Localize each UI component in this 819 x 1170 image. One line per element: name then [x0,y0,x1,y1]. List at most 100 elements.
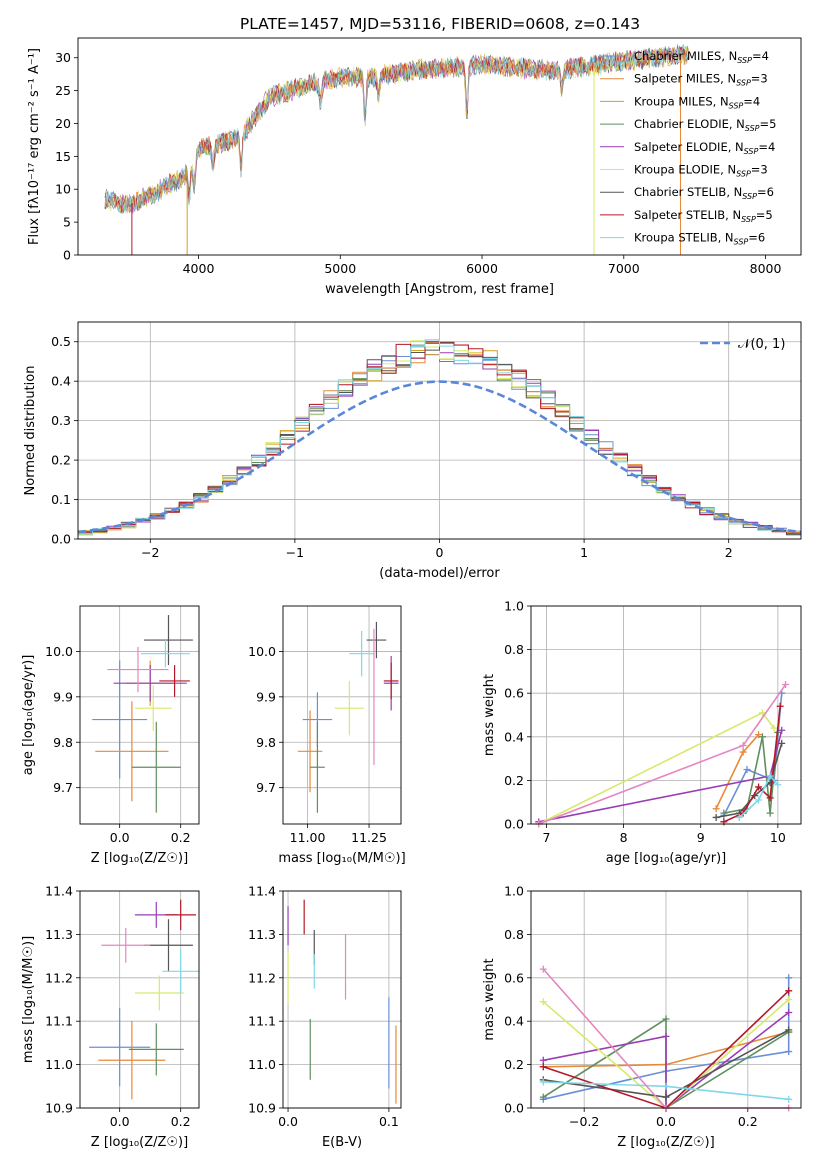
y-tick-label: 11.0 [248,1057,276,1072]
legend-label: Salpeter STELIB, NSSP=5 [634,208,773,224]
weight-vs-age-panel: 7 8 9 10 0.0 0.2 0.4 0.6 0.8 1.0 age [log₁₀(age/yr… [482,599,802,866]
age-vs-z-panel: 0.0 0.2 9.7 9.8 9.9 10.0 Z [log₁₀(Z/Z☉)] age [l… [21,605,200,866]
x-tick-label: 10 [770,830,786,845]
axes-frame [282,605,402,825]
x-tick-label: 1 [580,545,588,560]
y-tick-label: 0.6 [504,970,524,985]
series-line [738,774,779,819]
data-point [766,794,774,802]
y-tick-label: 25 [55,83,71,98]
data-point [662,1032,670,1040]
y-tick-label: 11.3 [248,927,276,942]
x-tick-label: 2 [725,545,733,560]
data-point [755,783,763,791]
legend-label: Chabrier ELODIE, NSSP=5 [634,117,776,133]
legend-label: Chabrier MILES, NSSP=4 [634,49,769,65]
x-tick-label: 0 [436,545,444,560]
data-point [712,813,720,821]
y-tick-label: 11.2 [45,970,73,985]
data-point [662,1015,670,1023]
y-tick-label: 10.0 [45,644,73,659]
x-tick-label: 8 [620,830,628,845]
data-point [778,726,786,734]
x-axis-label: age [log₁₀(age/yr)] [606,851,727,866]
y-tick-label: 11.4 [45,884,73,899]
error-bar-point [334,680,365,736]
y-tick-label: 0.0 [504,1101,524,1116]
y-tick-label: 11.4 [248,884,276,899]
x-tick-label: 6000 [466,261,498,276]
error-bar-point [141,640,190,668]
data-point [755,731,763,739]
data-point [785,1009,793,1017]
series [535,680,790,828]
series [539,1026,793,1101]
data-point [785,996,793,1003]
mass-vs-ebv-panel: 0.0 0.1 10.9 11.0 11.1 11.2 11.3 11.4 E(B-V) [248,884,402,1150]
legend-label: Kroupa ELODIE, NSSP=3 [634,163,768,179]
y-axis-label: Flux [fλ10⁻¹⁷ erg cm⁻² s⁻¹ A⁻¹] [27,48,42,245]
data-point [766,772,774,780]
data-point [785,987,793,995]
data-point [758,733,766,741]
data-point [758,709,766,717]
y-tick-label: 10 [55,182,71,197]
y-tick-label: 10.0 [248,644,276,659]
x-tick-label: 8000 [750,261,782,276]
y-tick-label: 20 [55,116,71,131]
error-bar-point [349,630,374,677]
y-tick-label: 11.1 [45,1014,73,1029]
x-tick-label: 0.2 [171,830,191,845]
error-bar-point [98,1021,166,1100]
error-bar-point [165,899,196,931]
normal-reference-curve [77,380,802,534]
x-tick-label: −1 [286,545,304,560]
x-axis-label: wavelength [Angstrom, rest frame] [325,282,554,297]
x-tick-label: 0.0 [110,830,130,845]
legend-label: Chabrier STELIB, NSSP=6 [634,185,774,201]
error-bar-point [144,615,193,666]
y-tick-label: 0.4 [504,1014,524,1029]
data-point [539,998,547,1006]
x-tick-label: 4000 [183,261,215,276]
data-point [776,702,784,710]
y-tick-label: 0.4 [504,729,524,744]
legend-label: Kroupa STELIB, NSSP=6 [634,231,765,247]
data-point [785,1095,793,1103]
error-bar-point [144,919,193,972]
data-point [739,742,747,750]
y-tick-label: 0.5 [51,334,71,349]
residual-histogram-panel: −2 −1 0 1 2 0.0 0.1 0.2 0.3 0.4 0.5 (data-model)/er… [23,321,802,581]
y-tick-label: 9.9 [53,689,73,704]
y-tick-label: 11.0 [45,1057,73,1072]
x-axis-label: (data-model)/error [379,566,500,581]
data-point [662,1093,670,1101]
data-point [785,974,793,982]
y-tick-label: 0.3 [51,413,71,428]
legend-label: Salpeter ELODIE, NSSP=4 [634,140,775,156]
x-tick-label: 0.0 [278,1114,298,1129]
axes-frame [282,890,402,1109]
y-tick-label: 10.9 [45,1101,73,1116]
y-tick-label: 0.8 [504,642,524,657]
y-tick-label: 9.8 [53,735,73,750]
x-axis-label: mass [log₁₀(M/M☉)] [278,851,405,866]
y-tick-label: 15 [55,149,71,164]
figure-title: PLATE=1457, MJD=53116, FIBERID=0608, z=0… [240,15,640,33]
y-tick-label: 0.4 [51,374,71,389]
error-bar-point [131,721,181,813]
data-point [770,724,778,732]
y-tick-label: 11.3 [45,927,73,942]
data-point [782,680,790,688]
weight-vs-z-panel: −0.2 0.0 0.2 0.0 0.2 0.4 0.6 0.8 1.0 Z [log₁₀(Z/Z… [482,884,802,1150]
x-tick-label: 0.2 [171,1114,191,1129]
y-tick-label: 0.8 [504,927,524,942]
legend-label: Kroupa MILES, NSSP=4 [634,94,760,110]
y-axis-label: age [log₁₀(age/yr)] [21,655,36,776]
data-point [539,965,547,973]
y-tick-label: 11.1 [248,1014,276,1029]
mass-vs-z-marks [89,899,199,1100]
error-bar-point [92,660,148,779]
axes-frame [77,321,802,540]
